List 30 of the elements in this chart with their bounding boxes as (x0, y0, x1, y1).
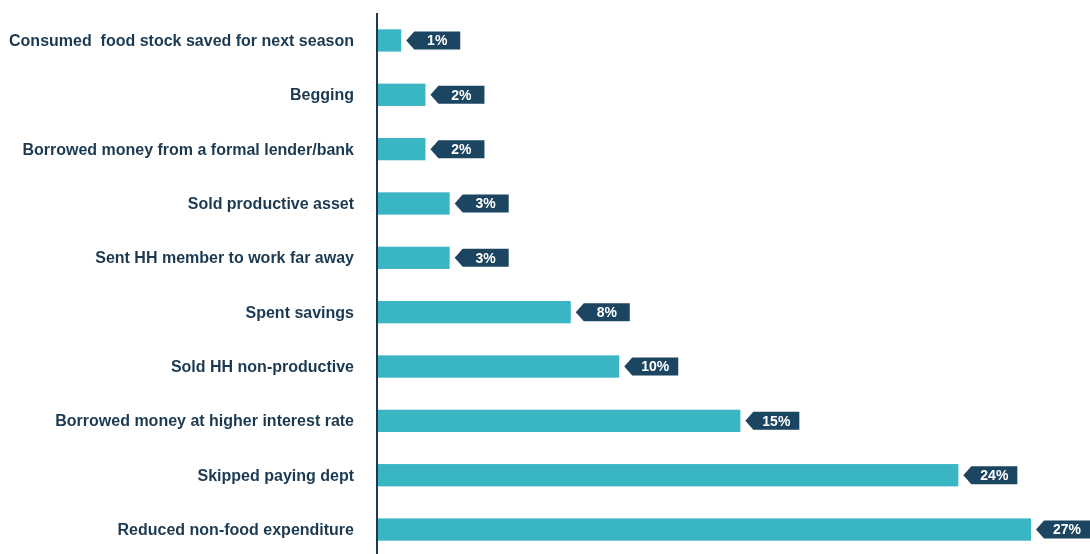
bar (377, 301, 571, 324)
bar (377, 29, 402, 52)
bar (377, 355, 620, 378)
y-tick-label: Begging (290, 86, 354, 104)
bar (377, 192, 450, 215)
data-label: 27% (1052, 521, 1082, 538)
data-label: 1% (427, 32, 448, 49)
data-label: 2% (451, 141, 473, 158)
bar (377, 83, 426, 106)
y-tick-label: Spent savings (245, 303, 355, 321)
y-tick-label: Borrowed money at higher interest rate (55, 412, 355, 430)
y-tick-label: Sold HH non-productive (170, 358, 355, 376)
bar (377, 138, 426, 161)
y-tick-label: Consumed food stock saved for next season (9, 32, 354, 50)
data-label: 3% (475, 249, 497, 266)
data-label: 3% (475, 195, 497, 212)
y-tick-label: Reduced non-food expenditure (117, 521, 355, 539)
data-label: 2% (451, 86, 473, 103)
data-label: 24% (980, 467, 1009, 484)
y-tick-label: Borrowed money from a formal lender/bank (22, 140, 355, 158)
bar (377, 246, 450, 269)
y-tick-label: Skipped paying dept (197, 466, 355, 484)
bar (377, 518, 1031, 541)
bar (377, 464, 959, 487)
data-label: 15% (762, 412, 791, 429)
y-tick-label: Sent HH member to work far away (95, 249, 355, 267)
data-label: 8% (596, 304, 618, 321)
data-label: 10% (641, 358, 670, 375)
bar (377, 409, 741, 432)
y-tick-label: Sold productive asset (187, 195, 355, 213)
